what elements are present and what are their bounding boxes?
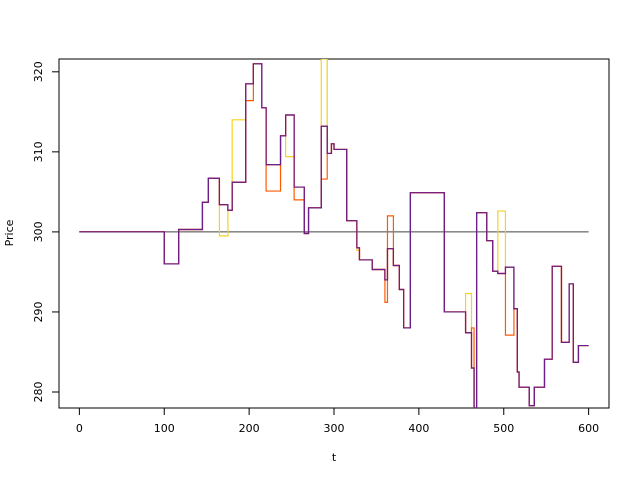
series-line (79, 63, 589, 408)
series-line (79, 59, 589, 408)
x-tick-label: 0 (76, 422, 83, 435)
plot-area (79, 59, 589, 408)
y-tick-label: 310 (32, 141, 45, 162)
x-axis-label: t (332, 451, 337, 464)
x-tick-label: 400 (408, 422, 429, 435)
x-tick-label: 600 (578, 422, 599, 435)
series-line (79, 63, 589, 408)
x-tick-label: 500 (493, 422, 514, 435)
x-tick-label: 200 (239, 422, 260, 435)
y-tick-label: 290 (32, 301, 45, 322)
y-tick-label: 320 (32, 61, 45, 82)
series-line (79, 63, 589, 408)
y-tick-label: 300 (32, 221, 45, 242)
x-tick-label: 300 (324, 422, 345, 435)
plot-box (58, 58, 610, 409)
x-tick-label: 100 (154, 422, 175, 435)
y-axis-label: Price (3, 219, 16, 246)
y-tick-label: 280 (32, 381, 45, 402)
